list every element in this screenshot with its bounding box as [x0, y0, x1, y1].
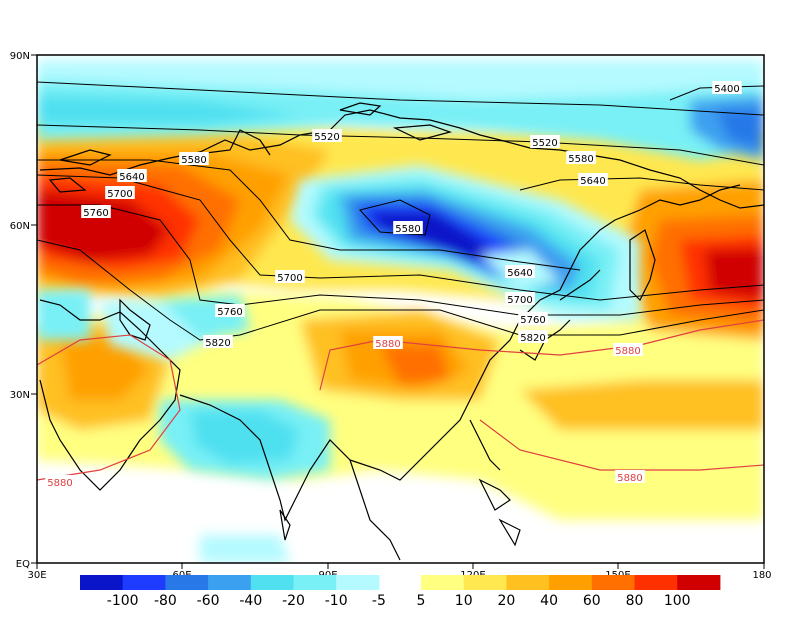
contour-label: 5760 [81, 205, 111, 219]
colorbar-label: -10 [325, 593, 348, 609]
colorbar-swatch [506, 575, 550, 590]
contour-label: 5580 [566, 151, 596, 165]
lon-tick-label: 30E [27, 570, 46, 581]
contour-label: 5580 [393, 221, 423, 235]
colorbar-label: -20 [282, 593, 305, 609]
contour-label-text: 5580 [568, 154, 593, 165]
colorbar-swatch [336, 575, 380, 590]
contour-label-text: 5520 [314, 132, 339, 143]
colorbar-label: -100 [107, 593, 139, 609]
contour-label-text: 5640 [507, 268, 532, 279]
contour-label: 5820 [203, 335, 233, 349]
colorbar-swatch [250, 575, 294, 590]
contour-label-text: 5400 [714, 84, 739, 95]
contour-5880 [37, 319, 764, 481]
colorbar-label: -80 [154, 593, 177, 609]
colorbar-swatch [549, 575, 593, 590]
contour-label-text: 5880 [375, 339, 400, 350]
contour-label-text: 5760 [217, 307, 242, 318]
contour-label-text: 5700 [277, 273, 302, 284]
colorbar-swatch [463, 575, 507, 590]
map-frame [36, 54, 765, 564]
colorbar-swatch [634, 575, 678, 590]
colorbar-label: 20 [497, 593, 515, 609]
contour-label: 5820 [518, 330, 548, 344]
colorbar-swatch [591, 575, 635, 590]
axis-ticks [31, 54, 765, 569]
contour-label-text: 5760 [83, 208, 108, 219]
contour-label-text: 5640 [119, 172, 144, 183]
colorbar-label: -5 [372, 593, 386, 609]
colorbar-label: -40 [239, 593, 262, 609]
contour-label: 5700 [105, 186, 135, 200]
contour-label-text: 5640 [580, 176, 605, 187]
contour-label-text: 5880 [617, 473, 642, 484]
contour-label-text: 5580 [181, 155, 206, 166]
contour-label-text: 5520 [532, 138, 557, 149]
contour-label: 5640 [117, 169, 147, 183]
contour-label: 5640 [505, 265, 535, 279]
contour-label-text: 5880 [615, 346, 640, 357]
colorbar: -100 -80 -60 -40 -20 -10 -5 5 10 20 40 60 80 100 [80, 575, 721, 609]
contour-label-text: 5700 [107, 189, 132, 200]
contour-label-text: 5760 [520, 315, 545, 326]
height-contours [37, 81, 764, 341]
colorbar-label: 40 [540, 593, 558, 609]
colorbar-swatch [677, 575, 721, 590]
colorbar-swatch [421, 575, 465, 590]
colorbar-label: 80 [626, 593, 644, 609]
contour-label: 5880 [373, 336, 403, 350]
lon-tick-label: 180 [752, 570, 771, 581]
contour-label-text: 5880 [47, 478, 72, 489]
contour-label: 5700 [505, 292, 535, 306]
colorbar-label: 60 [583, 593, 601, 609]
lat-tick-labels: 90N 60N 30N EQ [10, 51, 30, 570]
colorbar-swatch [208, 575, 252, 590]
contour-label: 5880 [615, 470, 645, 484]
colorbar-label: 100 [664, 593, 691, 609]
colorbar-label: 10 [455, 593, 473, 609]
contour-label-text: 5700 [507, 295, 532, 306]
contour-label: 5400 [712, 81, 742, 95]
colorbar-swatch [80, 575, 124, 590]
lat-tick-label: 30N [10, 390, 30, 401]
contour-label: 5880 [613, 343, 643, 357]
contour-labels: 5400 5520 5520 5580 5580 5580 5640 5640 5640 5700… [45, 81, 742, 489]
contour-label: 5580 [179, 152, 209, 166]
lat-tick-label: EQ [16, 559, 30, 570]
colorbar-swatch [122, 575, 166, 590]
colorbar-swatch [165, 575, 209, 590]
lat-tick-label: 90N [10, 51, 30, 62]
contour-label: 5760 [518, 312, 548, 326]
contour-label: 5520 [312, 129, 342, 143]
contour-label-text: 5820 [205, 338, 230, 349]
colorbar-label: -60 [197, 593, 220, 609]
colorbar-label: 5 [417, 593, 426, 609]
contour-label-text: 5820 [520, 333, 545, 344]
anomaly-shading [37, 55, 764, 563]
contour-label: 5520 [530, 135, 560, 149]
colorbar-swatch [293, 575, 337, 590]
contour-label: 5880 [45, 475, 75, 489]
contour-label-text: 5580 [395, 224, 420, 235]
contour-label: 5640 [578, 173, 608, 187]
contour-label: 5700 [275, 270, 305, 284]
lat-tick-label: 60N [10, 221, 30, 232]
contour-label: 5760 [215, 304, 245, 318]
